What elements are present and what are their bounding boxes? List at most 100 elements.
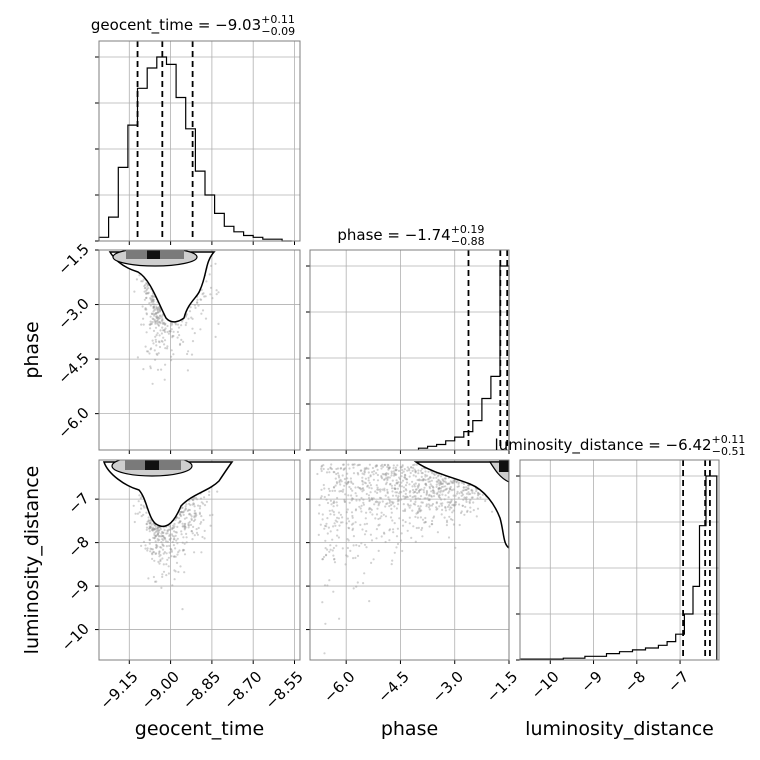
density-phase-luminosity_distance-point [430,495,433,498]
density-phase-luminosity_distance-point [469,506,472,509]
density-geocent_time-phase-point [149,323,152,326]
density-phase-luminosity_distance-point [321,513,324,516]
density-phase-luminosity_distance-point [448,508,451,511]
density-phase-luminosity_distance-point [435,480,438,483]
density-phase-luminosity_distance-point [438,494,441,497]
density-phase-luminosity_distance-point [413,483,416,486]
density-phase-luminosity_distance-point [363,481,366,484]
density-phase-luminosity_distance-point [459,511,463,515]
density-phase-luminosity_distance-point [402,503,405,506]
density-phase-luminosity_distance-point [511,474,513,476]
density-geocent_time-phase-point [152,342,155,345]
density-geocent_time-phase-point [155,312,158,315]
density-phase-luminosity_distance-point [336,534,339,537]
density-geocent_time-phase-point [149,322,152,325]
density-phase-luminosity_distance-point [396,464,399,467]
density-phase-luminosity_distance-point [398,483,401,486]
density-geocent_time-luminosity_distance-point [179,510,182,514]
density-geocent_time-luminosity_distance-point [188,512,191,515]
density-phase-luminosity_distance-point [360,542,363,545]
density-geocent_time-luminosity_distance-point [163,536,167,540]
density-phase-luminosity_distance-point [355,585,358,588]
density-phase-luminosity_distance-point [363,572,366,575]
density-phase-luminosity_distance-point [433,492,436,495]
density-phase-luminosity_distance-point [356,471,359,475]
density-geocent_time-phase-point [151,339,154,342]
density-phase-luminosity_distance-point [352,587,355,590]
density-phase-luminosity_distance-point [420,488,423,491]
density-phase-luminosity_distance-point [369,511,372,514]
density-geocent_time-luminosity_distance-point [181,522,184,525]
density-phase-luminosity_distance-point [406,469,409,472]
density-geocent_time-luminosity_distance-point [181,525,184,528]
density-phase-luminosity_distance-point [439,475,443,478]
density-phase-luminosity_distance-point [408,483,411,486]
density-phase-luminosity_distance-point [414,488,417,491]
density-geocent_time-phase-point [151,321,154,324]
density-geocent_time-luminosity_distance-point [164,538,167,541]
density-geocent_time-luminosity_distance-point [205,500,208,503]
density-phase-luminosity_distance-point [462,498,465,501]
density-phase-luminosity_distance-point [397,499,401,502]
density-phase-luminosity_distance-point [416,491,419,495]
density-geocent_time-luminosity_distance-point [199,505,202,508]
density-geocent_time-luminosity_distance-point [147,520,150,523]
density-phase-luminosity_distance-point [371,513,374,516]
density-phase-luminosity_distance-point [397,481,400,484]
density-geocent_time-luminosity_distance-point [154,530,157,534]
density-geocent_time-luminosity_distance-point [165,540,168,543]
density-phase-luminosity_distance-point [409,490,412,493]
density-phase-luminosity_distance-point [342,488,345,491]
density-phase-luminosity_distance-point [428,477,431,480]
density-geocent_time-phase-point [172,353,175,356]
density-geocent_time-luminosity_distance-point [184,507,187,510]
density-phase-luminosity_distance-point [328,509,331,512]
density-phase-luminosity_distance-point [339,513,342,516]
density-phase-luminosity_distance-point [367,467,370,470]
density-geocent_time-luminosity_distance-point [158,529,161,532]
density-phase-luminosity_distance-point [417,469,420,472]
density-geocent_time-phase-point [149,367,152,370]
density-phase-luminosity_distance-point [331,509,334,512]
density-phase-luminosity_distance-point [332,501,335,505]
density-geocent_time-phase-point [146,292,149,295]
density-phase-luminosity_distance-point [466,487,469,490]
density-phase-luminosity_distance-point [367,476,370,479]
density-phase-luminosity_distance-point [414,500,417,503]
density-phase-luminosity_distance-point [346,482,349,485]
density-geocent_time-phase-point [141,305,144,308]
density-geocent_time-phase-point [209,286,213,289]
density-phase-luminosity_distance-point [377,488,380,491]
density-phase-luminosity_distance-point [394,466,397,469]
density-phase-luminosity_distance-point [329,467,332,470]
density-phase-luminosity_distance-point [324,539,327,542]
density-phase-luminosity_distance-point [362,489,365,492]
density-phase-luminosity_distance-point [424,483,427,486]
density-geocent_time-phase-point [153,309,156,312]
density-phase-luminosity_distance-point [397,495,400,498]
density-phase-luminosity_distance-point [396,487,399,490]
hist-phase-step [417,265,510,450]
density-phase-luminosity_distance-point [348,527,351,530]
density-geocent_time-phase-point [166,330,169,334]
density-phase-luminosity_distance-point [426,497,429,500]
density-geocent_time-phase-point [158,306,161,309]
density-geocent_time-phase-point [159,309,162,312]
density-phase-luminosity_distance-point [452,523,455,526]
density-phase-luminosity_distance-point [422,488,425,492]
density-geocent_time-luminosity_distance-point [154,527,157,530]
density-phase-luminosity_distance-point [352,557,355,560]
density-phase-luminosity_distance-point [358,463,361,466]
density-phase-luminosity_distance-point [400,485,404,488]
density-geocent_time-phase-point [170,355,173,358]
density-geocent_time-luminosity_distance-point [152,536,155,539]
density-phase-luminosity_distance-point [354,556,357,560]
density-phase-luminosity_distance-point [412,466,415,470]
density-phase-luminosity_distance-point [448,490,451,493]
density-geocent_time-phase-point [150,322,153,325]
density-geocent_time-luminosity_distance-point [145,511,148,514]
density-phase-luminosity_distance-point [470,496,473,499]
xtick-label-geocent_time-1: −9.00 [138,668,183,713]
density-geocent_time-phase-point [153,313,156,316]
density-geocent_time-luminosity_distance-point [140,503,143,507]
